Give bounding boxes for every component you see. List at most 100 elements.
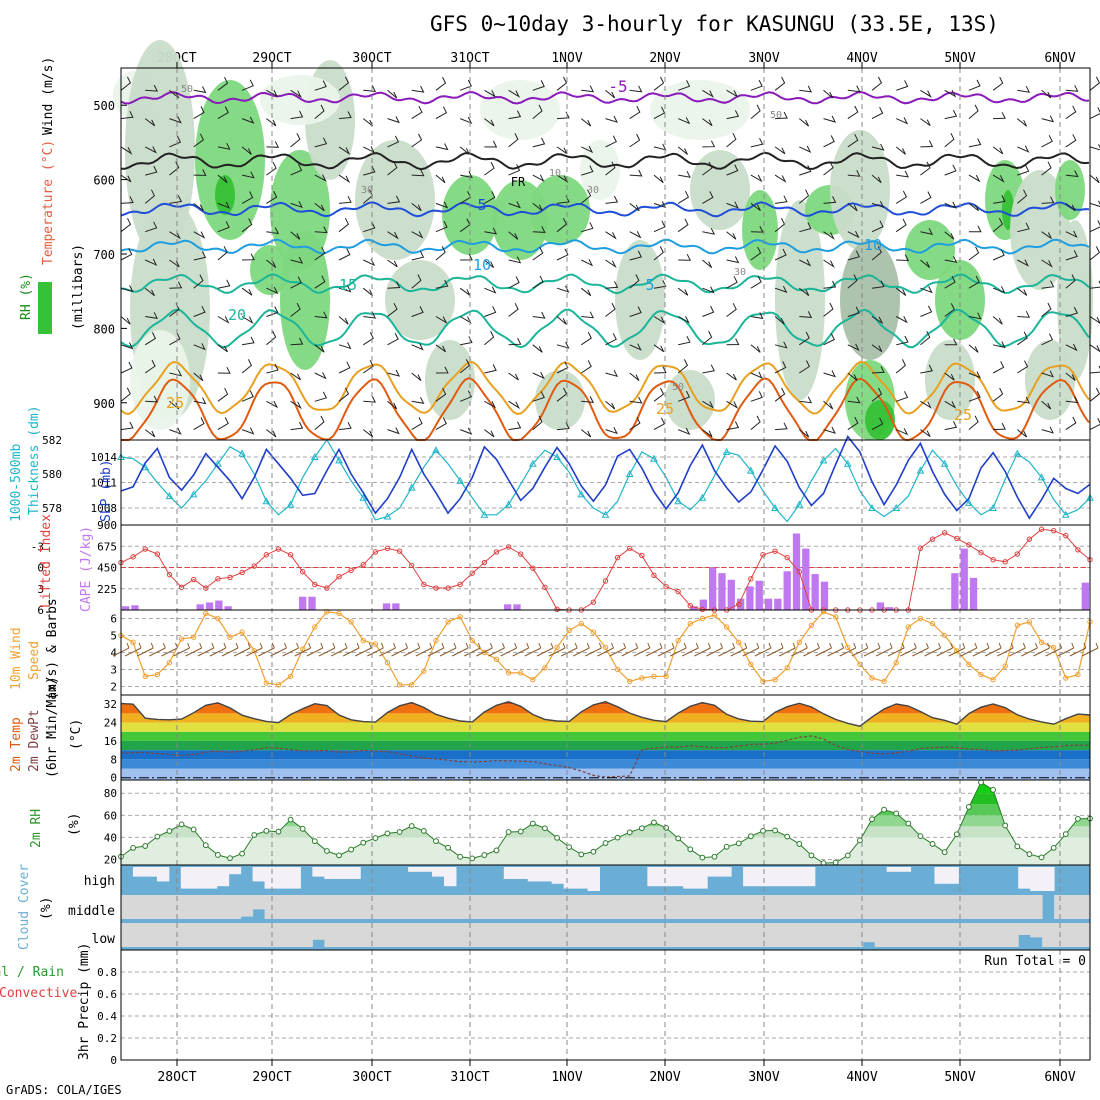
wind-barb [338, 316, 349, 325]
pressure-tick-label: 800 [93, 322, 115, 336]
wind-barb [1065, 396, 1079, 404]
wind-barb-10m [233, 642, 251, 657]
wind-barb [726, 164, 739, 176]
wind-barb [508, 110, 522, 120]
wind-barb [1089, 387, 1100, 402]
wind-barb [1017, 360, 1029, 374]
wind-barb-10m [863, 642, 881, 657]
cloud-cell [910, 923, 924, 947]
rh-contour-fill [480, 80, 560, 140]
cloud-cell [587, 867, 601, 891]
wind-barb [1065, 170, 1079, 178]
cloud-layer-middle: middle [68, 904, 115, 919]
wind-barb [387, 427, 400, 435]
wind-barb [532, 226, 546, 233]
wind-barb [241, 191, 254, 204]
cloud-cell [324, 867, 337, 879]
cloud-cell [898, 923, 912, 947]
wind-barb [799, 222, 812, 233]
wind-speed-marker [275, 682, 282, 688]
wind-barb [266, 89, 279, 98]
rh2m-marker [965, 804, 972, 810]
wind-barb [241, 427, 255, 435]
cloud-cell [455, 895, 469, 919]
wind-barb [944, 164, 957, 176]
wind-speed-marker [336, 610, 342, 617]
date-label-bottom: 28OCT [157, 1070, 196, 1085]
rh2m-marker [905, 820, 912, 827]
wind-speed-marker [530, 677, 536, 683]
wind-barb [193, 274, 204, 289]
panel-frame-3hr-precip [120, 949, 1091, 1061]
wind-barb-10m [912, 642, 929, 657]
rh2m-marker [311, 838, 318, 845]
wind-barb [532, 391, 545, 402]
cloud-cell [432, 923, 445, 947]
wind-barb [411, 417, 423, 431]
cloud-cell [611, 923, 624, 947]
li-tick-label: 6 [37, 604, 44, 617]
wind-speed-marker [142, 673, 148, 679]
wind-barb [992, 217, 1004, 233]
temp-label-3: (6hr Min/Max) [45, 676, 60, 778]
wind-barb [992, 174, 1005, 183]
cloud-cell [121, 895, 134, 919]
wind-barb [1041, 370, 1054, 378]
contour-label: 10 [549, 168, 561, 179]
wind-barb [484, 400, 497, 409]
wind-barb [532, 203, 543, 212]
wind-barb [629, 250, 643, 261]
wind-barb [314, 137, 328, 148]
wind-barb-10m [536, 642, 554, 657]
cloud-cell [647, 923, 660, 947]
wind-barb [1041, 135, 1053, 148]
cloud-cell [755, 923, 768, 947]
wind-barb [241, 359, 253, 374]
wind-speed-marker [360, 637, 366, 644]
wind-barb [581, 145, 594, 154]
wind-barb [726, 303, 737, 317]
cape-bar [727, 579, 735, 610]
cloud-cell [874, 895, 888, 919]
cloud-cell [862, 895, 876, 919]
cloud-label-2: (%) [39, 897, 54, 920]
lifted-index-marker [299, 569, 306, 575]
rh2m-marker [638, 825, 645, 832]
lifted-index-marker [421, 581, 427, 588]
wind-barb-10m [706, 642, 723, 657]
wind-barb [460, 390, 472, 402]
wind-speed-marker [239, 629, 245, 635]
wind-barb [532, 246, 544, 261]
cloud-cell [420, 923, 433, 947]
pressure-tick-label: 700 [93, 248, 115, 262]
wind-barb [896, 170, 909, 178]
wind-barb [895, 359, 907, 374]
rh-contour-fill [865, 400, 895, 440]
wind-barb [193, 133, 205, 148]
wind-barb-10m [439, 642, 457, 657]
rh-contour-fill [280, 230, 330, 370]
wind-speed-marker [1038, 639, 1045, 645]
lifted-index-marker [154, 551, 161, 557]
li-tick-label: 0 [37, 562, 44, 575]
wind-barb [750, 371, 763, 379]
cloud-cell [958, 923, 971, 947]
wind-barb [1089, 200, 1100, 207]
rh2m-marker [287, 816, 294, 823]
thickness-line [120, 438, 1091, 523]
cloud-cell [444, 895, 457, 919]
contour-label: 20 [228, 306, 246, 324]
cloud-cell [312, 895, 325, 919]
cloud-cell [156, 895, 170, 919]
wind-barb [847, 169, 861, 177]
wind-barb [241, 171, 255, 179]
wind-barb-10m [1009, 642, 1026, 657]
wind-barb [169, 195, 183, 204]
wind-barb [774, 316, 785, 325]
cloud-cell [862, 923, 876, 943]
wind-barb-10m [512, 642, 530, 657]
cloud-cell [348, 867, 361, 879]
date-label-bottom: 4NOV [846, 1070, 877, 1085]
wind-barb [217, 417, 229, 431]
wind-barb [823, 280, 837, 289]
